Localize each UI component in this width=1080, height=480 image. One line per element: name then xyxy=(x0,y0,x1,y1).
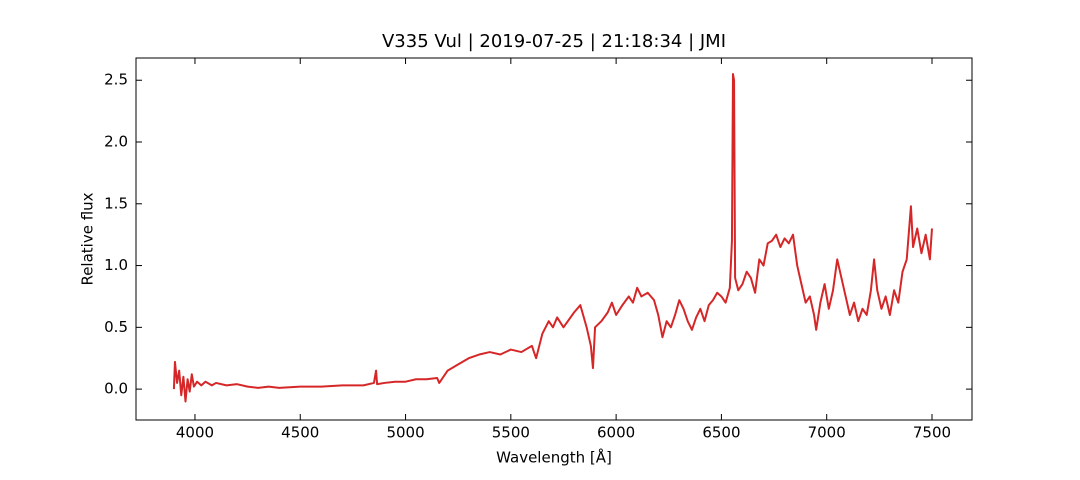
x-tick-label: 5000 xyxy=(386,424,424,442)
y-axis-label: Relative flux xyxy=(79,192,97,285)
y-tick-label: 0.5 xyxy=(104,318,128,336)
x-tick-label: 7000 xyxy=(808,424,846,442)
y-tick-label: 1.0 xyxy=(104,256,128,274)
y-tick-label: 1.5 xyxy=(104,194,128,212)
y-tick-label: 0.0 xyxy=(104,380,128,398)
x-tick-label: 7500 xyxy=(913,424,951,442)
x-tick-label: 4000 xyxy=(176,424,214,442)
y-tick-label: 2.0 xyxy=(104,133,128,151)
spectrum-line xyxy=(172,73,933,403)
plot-frame xyxy=(135,57,973,421)
x-tick-label: 5500 xyxy=(492,424,530,442)
x-axis-label: Wavelength [Å] xyxy=(496,448,612,467)
x-tick-label: 4500 xyxy=(281,424,319,442)
x-tick-label: 6500 xyxy=(702,424,740,442)
x-tick-label: 6000 xyxy=(597,424,635,442)
chart-title: V335 Vul | 2019-07-25 | 21:18:34 | JMI xyxy=(382,31,726,52)
y-tick-label: 2.5 xyxy=(104,71,128,89)
